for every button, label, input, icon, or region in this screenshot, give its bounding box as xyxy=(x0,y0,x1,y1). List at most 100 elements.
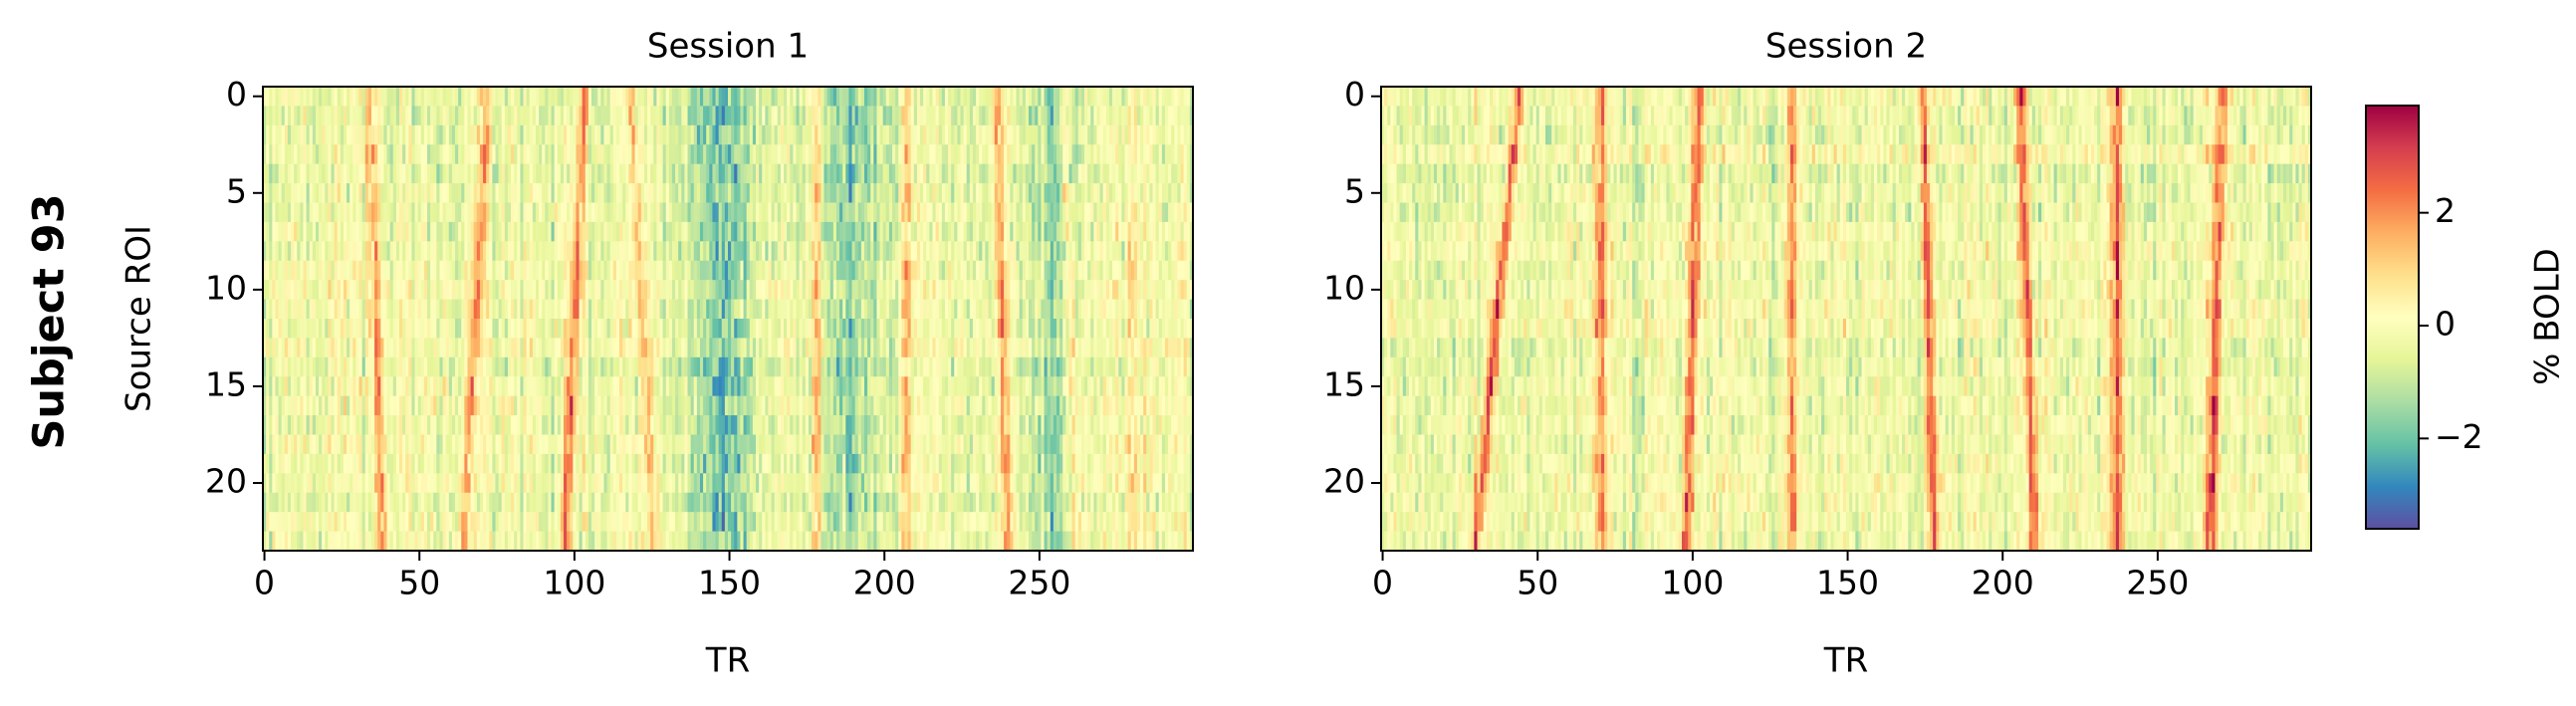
heatmap-cell xyxy=(823,260,828,281)
heatmap-cell xyxy=(1016,299,1021,320)
heatmap-cell xyxy=(954,183,958,204)
heatmap-cell xyxy=(957,144,962,165)
heatmap-cell xyxy=(823,144,828,165)
heatmap-cell xyxy=(287,221,292,242)
heatmap-cell xyxy=(972,221,977,242)
heatmap-cell xyxy=(929,338,934,358)
heatmap-cell xyxy=(960,163,965,184)
heatmap-cell xyxy=(842,338,846,358)
heatmap-cell xyxy=(848,221,853,242)
heatmap-cell xyxy=(863,299,868,320)
heatmap-cell xyxy=(895,87,899,108)
heatmap-cell xyxy=(331,221,336,242)
heatmap-cell xyxy=(863,376,868,397)
heatmap-cell xyxy=(398,106,403,126)
heatmap-cell xyxy=(278,241,283,262)
heatmap-cell xyxy=(963,202,968,223)
heatmap-cell xyxy=(728,221,732,242)
heatmap-cell xyxy=(423,221,428,242)
heatmap-cell xyxy=(740,144,745,165)
heatmap-cell xyxy=(603,202,608,223)
heatmap-cell xyxy=(609,183,614,204)
heatmap-cell xyxy=(643,124,648,145)
heatmap-cell xyxy=(300,124,305,145)
heatmap-cell xyxy=(442,338,447,358)
heatmap-cell xyxy=(988,106,993,126)
heatmap-cell xyxy=(414,338,419,358)
heatmap-cell xyxy=(1077,338,1082,358)
heatmap-cell xyxy=(433,356,437,377)
heatmap-cell xyxy=(1146,163,1151,184)
heatmap-cell xyxy=(340,319,345,340)
heatmap-cell xyxy=(985,356,990,377)
heatmap-cell xyxy=(1099,144,1104,165)
heatmap-cell xyxy=(1044,106,1049,126)
heatmap-cell xyxy=(517,356,521,377)
heatmap-cell xyxy=(1065,106,1070,126)
heatmap-cell xyxy=(851,106,856,126)
heatmap-cell xyxy=(954,260,958,281)
heatmap-cell xyxy=(696,106,701,126)
heatmap-cell xyxy=(690,376,695,397)
heatmap-cell xyxy=(994,106,999,126)
heatmap-cell xyxy=(712,144,717,165)
heatmap-cell xyxy=(392,319,397,340)
heatmap-cell xyxy=(1174,163,1179,184)
heatmap-cell xyxy=(377,299,381,320)
heatmap-cell xyxy=(898,163,902,184)
heatmap-cell xyxy=(554,338,559,358)
heatmap-cell xyxy=(668,280,673,301)
heatmap-cell xyxy=(784,280,788,301)
heatmap-cell xyxy=(312,241,317,262)
heatmap-cell xyxy=(820,260,825,281)
heatmap-cell xyxy=(570,163,574,184)
heatmap-cell xyxy=(539,183,543,204)
heatmap-cell xyxy=(920,221,924,242)
heatmap-cell xyxy=(573,299,578,320)
heatmap-cell xyxy=(1149,87,1154,108)
heatmap-cell xyxy=(417,87,422,108)
heatmap-cell xyxy=(898,319,902,340)
heatmap-cell xyxy=(328,241,333,262)
heatmap-cell xyxy=(322,124,326,145)
heatmap-cell xyxy=(291,260,295,281)
heatmap-cell xyxy=(612,319,617,340)
heatmap-cell xyxy=(768,241,773,262)
heatmap-cell xyxy=(266,395,270,416)
heatmap-cell xyxy=(1044,260,1049,281)
heatmap-cell xyxy=(312,106,317,126)
heatmap-cell xyxy=(315,241,320,262)
heatmap-cell xyxy=(1093,260,1098,281)
heatmap-cell xyxy=(514,144,518,165)
heatmap-cell xyxy=(805,260,810,281)
heatmap-cell xyxy=(625,106,629,126)
heatmap-cell xyxy=(793,260,798,281)
heatmap-cell xyxy=(1004,202,1008,223)
heatmap-cell xyxy=(916,356,921,377)
heatmap-cell xyxy=(535,163,540,184)
heatmap-cell xyxy=(1115,319,1119,340)
heatmap-cell xyxy=(309,319,314,340)
heatmap-cell xyxy=(1047,319,1052,340)
heatmap-cell xyxy=(402,221,406,242)
heatmap-cell xyxy=(1149,144,1154,165)
heatmap-cell xyxy=(1186,299,1191,320)
heatmap-cell xyxy=(287,319,292,340)
heatmap-cell xyxy=(808,124,813,145)
heatmap-cell xyxy=(696,124,701,145)
heatmap-cell xyxy=(417,338,422,358)
heatmap-cell xyxy=(430,395,434,416)
heatmap-cell xyxy=(483,280,487,301)
heatmap-cell xyxy=(427,395,431,416)
heatmap-cell xyxy=(1068,260,1073,281)
heatmap-cell xyxy=(842,319,846,340)
heatmap-cell xyxy=(600,356,605,377)
heatmap-cell xyxy=(839,202,843,223)
heatmap-cell xyxy=(1136,299,1141,320)
heatmap-cell xyxy=(1136,106,1141,126)
heatmap-cell xyxy=(1158,202,1163,223)
heatmap-cell xyxy=(829,260,834,281)
heatmap-cell xyxy=(529,87,534,108)
heatmap-cell xyxy=(436,280,441,301)
heatmap-cell xyxy=(328,319,333,340)
